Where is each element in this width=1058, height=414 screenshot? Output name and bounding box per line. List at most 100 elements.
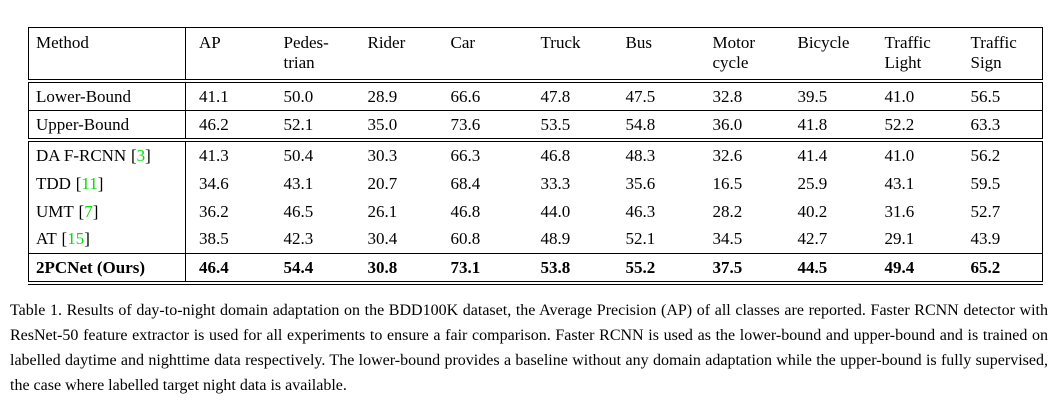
- score-cell: 34.5: [712, 229, 743, 249]
- score-cell: 46.3: [625, 201, 656, 221]
- method-cell: UMT [7]: [28, 197, 186, 225]
- score-cell: 59.5: [970, 173, 1001, 193]
- score-cell: 35.6: [625, 173, 656, 193]
- table-row-da-frcnn: DA F-RCNN [3] 41.3 50.4 30.3 66.3 46.8 48…: [28, 140, 1043, 169]
- citation-link[interactable]: 7: [84, 201, 93, 221]
- score-cell: 56.5: [970, 87, 1001, 106]
- score-cell: 46.2: [199, 115, 229, 134]
- score-cell: 52.7: [970, 201, 1001, 221]
- score-cell: 55.2: [625, 257, 656, 277]
- score-cell: 38.5: [199, 229, 229, 249]
- citation-group: [11]: [76, 174, 104, 193]
- score-cell: 16.5: [712, 173, 743, 193]
- citation-link[interactable]: 11: [81, 173, 98, 193]
- score-cell: 52.1: [625, 229, 656, 249]
- score-cell: 26.1: [367, 201, 398, 221]
- citation-bracket-close: ]: [92, 201, 99, 221]
- score-cell: 30.3: [367, 146, 398, 165]
- score-cell: 50.4: [283, 146, 314, 165]
- results-table: Method AP Pedes- trian Rider Car Truck B…: [28, 27, 1043, 285]
- score-cell: 47.8: [540, 87, 571, 106]
- method-cell: Upper-Bound: [28, 110, 186, 140]
- table-row-tdd: TDD [11] 34.6 43.1 20.7 68.4 33.3 35.6 16…: [28, 169, 1043, 197]
- citation-bracket-close: ]: [84, 229, 90, 249]
- citation-link[interactable]: 3: [136, 146, 146, 165]
- citation-bracket-open: [: [61, 229, 68, 249]
- score-cell: 48.9: [540, 229, 571, 249]
- score-cell: 46.8: [540, 146, 571, 165]
- method-cell: AT [15]: [28, 225, 186, 253]
- score-cell: 73.1: [450, 257, 481, 277]
- score-cell: 37.5: [712, 257, 743, 277]
- score-cell: 53.8: [540, 257, 571, 277]
- score-cell: 36.0: [712, 115, 743, 134]
- score-cell: 44.5: [797, 257, 828, 277]
- score-cell: 29.1: [884, 229, 915, 249]
- score-cell: 46.5: [283, 201, 314, 221]
- score-cell: 60.8: [450, 229, 481, 249]
- score-cell: 63.3: [970, 115, 1001, 134]
- method-cell: Lower-Bound: [28, 81, 186, 111]
- method-label: Lower-Bound: [36, 87, 132, 106]
- citation-bracket-close: ]: [145, 146, 151, 165]
- citation-group: [3]: [131, 146, 151, 165]
- score-cell: 54.4: [283, 257, 314, 277]
- score-cell: 32.6: [712, 146, 743, 165]
- score-cell: 46.4: [199, 257, 229, 277]
- citation-bracket-open: [: [75, 173, 82, 193]
- score-cell: 25.9: [797, 173, 828, 193]
- score-cell: 41.3: [199, 146, 229, 165]
- citation-group: [15]: [62, 229, 90, 248]
- citation-link[interactable]: 15: [67, 229, 85, 249]
- score-cell: 42.3: [283, 229, 314, 249]
- score-cell: 41.0: [884, 146, 915, 165]
- method-cell: TDD [11]: [28, 169, 186, 197]
- score-cell: 41.0: [884, 87, 915, 106]
- column-header-rider: Rider: [367, 33, 406, 52]
- score-cell: 43.9: [970, 229, 1001, 249]
- score-cell: 42.7: [797, 229, 828, 249]
- score-cell: 32.8: [712, 87, 743, 106]
- column-header-traffic-light: Traffic Light: [884, 33, 931, 72]
- method-label: UMT: [36, 201, 74, 221]
- score-cell: 28.2: [712, 201, 743, 221]
- table-row-at: AT [15] 38.5 42.3 30.4 60.8 48.9 52.1 34.…: [28, 225, 1043, 253]
- citation-group: [7]: [79, 202, 99, 221]
- column-header-bicycle: Bicycle: [797, 33, 850, 52]
- column-header-truck: Truck: [540, 33, 581, 52]
- score-cell: 31.6: [884, 201, 915, 221]
- citation-bracket-close: ]: [97, 173, 104, 193]
- score-cell: 56.2: [970, 146, 1001, 165]
- score-cell: 66.6: [450, 87, 481, 106]
- method-label: DA F-RCNN: [36, 146, 127, 165]
- score-cell: 54.8: [625, 115, 656, 134]
- score-cell: 73.6: [450, 115, 481, 134]
- score-cell: 30.8: [367, 257, 398, 277]
- score-cell: 66.3: [450, 146, 481, 165]
- column-header-traffic-sign: Traffic Sign: [970, 33, 1017, 72]
- score-cell: 44.0: [540, 201, 571, 221]
- method-cell: 2PCNet (Ours): [28, 253, 186, 283]
- column-header-bus: Bus: [625, 33, 652, 52]
- score-cell: 68.4: [450, 173, 481, 193]
- score-cell: 43.1: [283, 173, 314, 193]
- method-label: TDD: [36, 173, 71, 193]
- score-cell: 50.0: [283, 87, 314, 106]
- score-cell: 48.3: [625, 146, 656, 165]
- table-row-upper-bound: Upper-Bound 46.2 52.1 35.0 73.6 53.5 54.…: [28, 110, 1043, 140]
- score-cell: 28.9: [367, 87, 398, 106]
- score-cell: 47.5: [625, 87, 656, 106]
- score-cell: 41.1: [199, 87, 229, 106]
- table-caption: Table 1. Results of day-to-night domain …: [10, 302, 1048, 394]
- column-header-pedestrian: Pedes- trian: [283, 33, 329, 72]
- score-cell: 20.7: [367, 173, 398, 193]
- score-cell: 30.4: [367, 229, 398, 249]
- score-cell: 41.4: [797, 146, 828, 165]
- column-header-motorcycle: Motor cycle: [712, 33, 756, 72]
- score-cell: 35.0: [367, 115, 398, 134]
- table-header-row: Method AP Pedes- trian Rider Car Truck B…: [28, 27, 1043, 81]
- column-header-method: Method: [28, 27, 186, 81]
- score-cell: 39.5: [797, 87, 828, 106]
- method-label: 2PCNet (Ours): [36, 257, 146, 277]
